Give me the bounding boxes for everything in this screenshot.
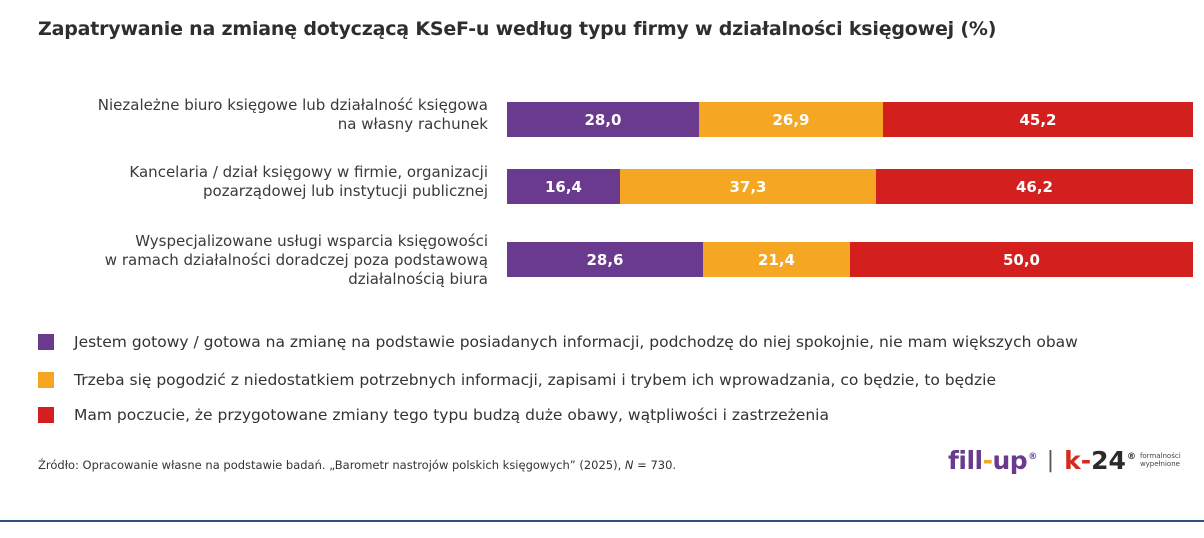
category-label-line: Niezależne biuro księgowe lub działalnoś… bbox=[97, 96, 488, 114]
bar-segment: 28,0 bbox=[507, 102, 699, 137]
data-label: 26,9 bbox=[772, 110, 810, 129]
source-note: Źródło: Opracowanie własne na podstawie … bbox=[38, 458, 676, 472]
bar-segment: 28,6 bbox=[507, 242, 703, 277]
source-suffix: = 730. bbox=[633, 458, 677, 472]
source-n-symbol: N bbox=[624, 458, 634, 472]
data-label: 21,4 bbox=[757, 250, 795, 269]
bar-segment: 16,4 bbox=[507, 169, 620, 204]
data-label: 50,0 bbox=[1002, 250, 1040, 269]
registered-mark: ® bbox=[1126, 452, 1136, 463]
bar-segment: 50,0 bbox=[850, 242, 1193, 277]
bar-segment: 26,9 bbox=[699, 102, 883, 137]
bar-row: 28,6 21,4 50,0 bbox=[507, 242, 1193, 277]
fillup-logo-dash: - bbox=[982, 445, 993, 475]
bar-segment: 37,3 bbox=[620, 169, 876, 204]
bar-segment: 46,2 bbox=[876, 169, 1193, 204]
data-label: 37,3 bbox=[729, 177, 767, 196]
category-label-line: w ramach działalności doradczej poza pod… bbox=[104, 251, 488, 269]
legend-item: Jestem gotowy / gotowa na zmianę na pods… bbox=[38, 331, 1078, 353]
category-label-line: pozarządowej lub instytucji publicznej bbox=[203, 182, 488, 200]
legend-item: Trzeba się pogodzić z niedostatkiem potr… bbox=[38, 369, 996, 391]
legend-item: Mam poczucie, że przygotowane zmiany teg… bbox=[38, 404, 829, 426]
k24-tagline: formalności wypełnione bbox=[1140, 452, 1184, 468]
legend-label: Mam poczucie, że przygotowane zmiany teg… bbox=[74, 406, 829, 424]
category-label-line: działalnością biura bbox=[348, 270, 488, 288]
k24-logo-dash: - bbox=[1080, 445, 1092, 475]
logo-separator: | bbox=[1046, 447, 1055, 473]
legend-label: Jestem gotowy / gotowa na zmianę na pods… bbox=[74, 333, 1078, 351]
registered-mark: ® bbox=[1028, 452, 1037, 463]
k24-tagline-line: wypełnione bbox=[1139, 460, 1180, 468]
data-label: 46,2 bbox=[1015, 177, 1053, 196]
category-label-line: Kancelaria / dział księgowy w firmie, or… bbox=[129, 163, 488, 181]
bar-row: 28,0 26,9 45,2 bbox=[507, 102, 1193, 137]
k24-logo: k-24® bbox=[1064, 446, 1136, 475]
k24-logo-k: k bbox=[1064, 445, 1081, 475]
category-label: Niezależne biuro księgowe lub działalnoś… bbox=[20, 96, 488, 134]
brand-logos: fill-up® | k-24® formalności wypełnione bbox=[948, 444, 1184, 476]
bar-segment: 45,2 bbox=[883, 102, 1193, 137]
category-label: Kancelaria / dział księgowy w firmie, or… bbox=[20, 163, 488, 201]
data-label: 16,4 bbox=[544, 177, 582, 196]
category-label: Wyspecjalizowane usługi wsparcia księgow… bbox=[20, 232, 488, 289]
chart-title: Zapatrywanie na zmianę dotyczącą KSeF-u … bbox=[38, 18, 997, 40]
bar-segment: 21,4 bbox=[703, 242, 850, 277]
data-label: 28,0 bbox=[584, 110, 622, 129]
legend-swatch bbox=[38, 372, 54, 388]
bottom-divider bbox=[0, 520, 1204, 522]
legend-label: Trzeba się pogodzić z niedostatkiem potr… bbox=[74, 371, 996, 389]
data-label: 45,2 bbox=[1019, 110, 1057, 129]
category-label-line: na własny rachunek bbox=[337, 115, 488, 133]
legend-swatch bbox=[38, 407, 54, 423]
bar-row: 16,4 37,3 46,2 bbox=[507, 169, 1193, 204]
fillup-logo-part: fill bbox=[948, 445, 983, 475]
category-label-line: Wyspecjalizowane usługi wsparcia księgow… bbox=[135, 232, 488, 250]
data-label: 28,6 bbox=[586, 250, 624, 269]
source-prefix: Źródło: Opracowanie własne na podstawie … bbox=[38, 458, 625, 472]
fillup-logo-part: up bbox=[992, 445, 1028, 475]
fillup-logo: fill-up® bbox=[948, 446, 1037, 475]
k24-tagline-line: formalności bbox=[1139, 452, 1181, 460]
k24-logo-num: 24 bbox=[1091, 445, 1126, 475]
legend-swatch bbox=[38, 334, 54, 350]
